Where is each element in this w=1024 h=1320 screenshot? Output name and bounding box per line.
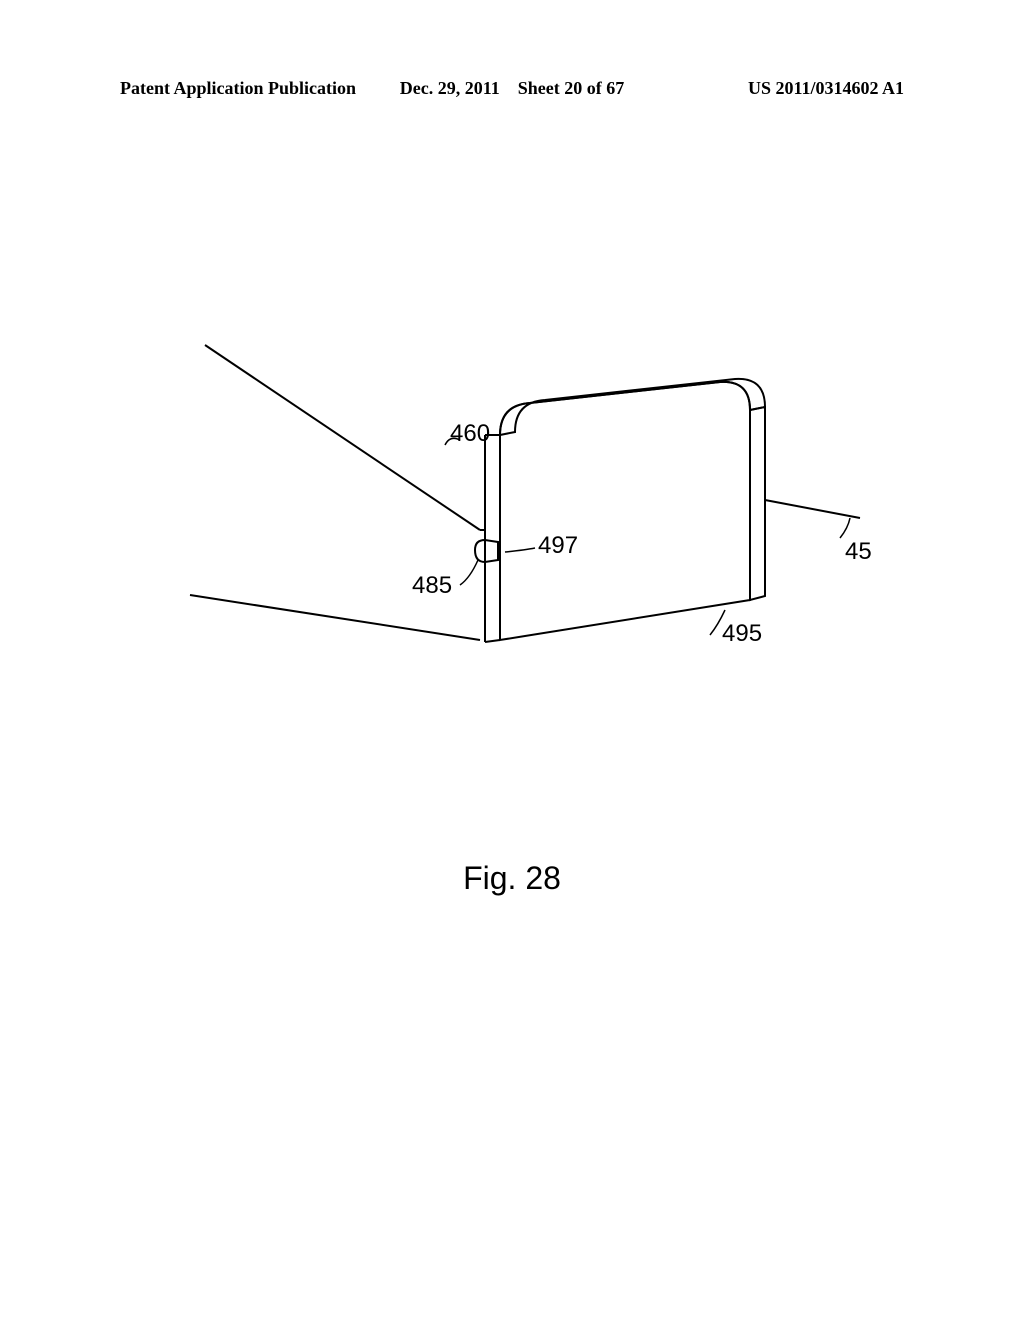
figure-svg [150, 300, 870, 800]
ref-label-460: 460 [450, 420, 490, 448]
publication-number: US 2011/0314602 A1 [643, 78, 904, 99]
header-date-sheet: Dec. 29, 2011 Sheet 20 of 67 [381, 78, 642, 99]
ref-label-497: 497 [538, 532, 578, 560]
header-sheet: Sheet 20 of 67 [518, 78, 625, 98]
figure-label: Fig. 28 [0, 860, 1024, 897]
ref-label-495: 495 [722, 620, 762, 648]
figure-container: 460 497 485 45 495 [150, 300, 870, 800]
page-header: Patent Application Publication Dec. 29, … [0, 78, 1024, 99]
ref-label-45: 45 [845, 538, 872, 566]
publication-type: Patent Application Publication [120, 78, 381, 99]
ref-label-485: 485 [412, 572, 452, 600]
header-date: Dec. 29, 2011 [400, 78, 500, 98]
